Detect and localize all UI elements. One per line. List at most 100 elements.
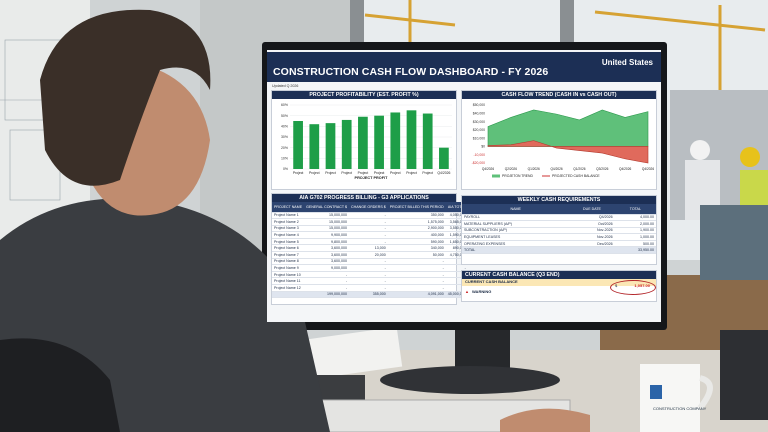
- table-cell: Project Name 10: [272, 271, 305, 279]
- table-cell: -: [387, 277, 446, 286]
- y-tick-label: 60%: [281, 103, 288, 107]
- table-cell: -: [349, 212, 388, 220]
- table-header-row: PROJECT NAME GENERAL CONTRACT $ CHANGE ORD…: [272, 202, 468, 213]
- y-tick-label: $30,000: [473, 120, 485, 124]
- table-cell: 2,900,000: [387, 225, 446, 233]
- x-tick-label: Project: [422, 171, 433, 175]
- table-cell: 1,590,000: [445, 231, 468, 239]
- y-tick-label: $50,000: [473, 103, 485, 107]
- y-tick-label: $10,000: [473, 136, 485, 140]
- table-cell: -: [349, 218, 388, 226]
- table-row: OPERATING EXPENSES Dec/2026 500.00: [462, 240, 656, 248]
- billing-title: AIA G702 PROGRESS BILLING - G3 APPLICATI…: [272, 194, 456, 202]
- table-cell: -: [387, 264, 446, 272]
- table-cell: 9,900,000: [304, 231, 350, 239]
- table-cell: Project Name 3: [272, 225, 305, 233]
- x-tick-label: Q4/2026: [619, 167, 631, 171]
- table-cell: -: [349, 225, 388, 233]
- table-cell: Project Name 11: [272, 277, 305, 286]
- legend-swatch: [492, 174, 500, 178]
- bar: [374, 115, 384, 169]
- x-tick-label: Project: [309, 171, 320, 175]
- dashboard-screen: CONSTRUCTION CASH FLOW DASHBOARD - FY 20…: [267, 50, 661, 322]
- table-header-row: NAME DUE DATE TOTAL: [462, 204, 656, 215]
- bar: [358, 116, 368, 169]
- y-tick-label: $40,000: [473, 111, 485, 115]
- x-tick-label: Q4/2026: [482, 167, 494, 171]
- table-row: Project Name 10----: [272, 271, 468, 279]
- table-cell: Oct/2026: [569, 220, 615, 228]
- table-cell: 13,000: [349, 244, 388, 253]
- column-header: CHANGE ORDERS $: [349, 202, 388, 213]
- table-cell: 4,000.00: [614, 214, 656, 222]
- y-tick-label: $0: [481, 145, 485, 149]
- table-cell: 3,565,000: [445, 218, 468, 226]
- x-axis-label: PROJECT PROFIT: [355, 176, 389, 180]
- table-cell: Nov-2026: [569, 227, 615, 235]
- table-cell: -: [387, 284, 446, 292]
- bar: [309, 124, 320, 169]
- total-cell: 355,000: [349, 291, 388, 299]
- balance-panel: CURRENT CASH BALANCE (Q3 END) CURRENT CA…: [461, 270, 657, 302]
- table-cell: Project Name 6: [272, 244, 305, 253]
- y-tick-label: 30%: [281, 135, 288, 139]
- table-cell: SUBCONTRACTION (A/P): [462, 227, 570, 235]
- y-tick-label: -$20,000: [472, 161, 485, 165]
- table-row: Project Name 2 15,000,000-1,575,000 3,565,…: [272, 218, 468, 226]
- series-area: [487, 140, 649, 164]
- billing-table: PROJECT NAME GENERAL CONTRACT $ CHANGE ORD…: [272, 202, 468, 299]
- table-cell: -: [304, 271, 350, 279]
- table-cell: 3,600,000: [304, 258, 350, 266]
- table-cell: -: [387, 258, 446, 266]
- legend-label: PROJETON TREND: [502, 174, 534, 178]
- table-row: EQUIPMENT LEASES Nov-2026 1,000.00: [462, 233, 656, 241]
- table-cell: 3,550,000: [445, 225, 468, 233]
- table-cell: Project Name 1: [272, 212, 305, 220]
- x-tick-label: Q1/2026: [528, 167, 540, 171]
- table-row: Project Name 1 15,000,000-350,000 4,050,00…: [272, 212, 468, 220]
- x-tick-label: Q2/2026: [505, 167, 517, 171]
- x-tick-label: Project: [341, 171, 352, 175]
- balance-highlight-circle: [610, 280, 656, 295]
- balance-label: CURRENT CASH BALANCE: [462, 279, 656, 286]
- table-cell: 1,650,000: [445, 238, 468, 246]
- total-label: TOTAL: [462, 246, 570, 255]
- column-header: TOTAL: [614, 204, 656, 215]
- dashboard-title: CONSTRUCTION CASH FLOW DASHBOARD - FY 20…: [273, 66, 549, 78]
- column-header: DUE DATE: [569, 204, 615, 215]
- x-tick-label: Project: [293, 171, 304, 175]
- table-row: Project Name 5 9,800,000-590,000 1,650,000: [272, 238, 468, 246]
- table-cell: PAYROLL: [462, 214, 570, 222]
- x-tick-label: Q1/2026: [573, 167, 585, 171]
- weekly-panel: WEEKLY CASH REQUIREMENTS NAME DUE DATE TOT…: [461, 195, 657, 265]
- table-cell: Project Name 7: [272, 251, 305, 259]
- x-tick-label: Q4/2026: [437, 171, 450, 175]
- weekly-table: NAME DUE DATE TOTAL PAYROLL Q4/2026 4,000.00 M…: [462, 204, 656, 255]
- table-cell: Project Name 12: [272, 284, 305, 292]
- file-tray: [720, 330, 768, 420]
- table-cell: 15,000,000: [304, 218, 350, 226]
- table-cell: OPERATING EXPENSES: [462, 240, 570, 248]
- table-cell: -: [349, 264, 388, 272]
- table-cell: Dec/2026: [569, 240, 615, 248]
- y-tick-label: 50%: [281, 114, 288, 118]
- table-row: Project Name 6 3,600,000 13,000 340,000 890,…: [272, 244, 468, 253]
- table-cell: 590,000: [387, 238, 446, 246]
- mug-logo-text: CONSTRUCTION COMPANY: [653, 406, 707, 411]
- total-value: 33,950.00: [614, 246, 656, 255]
- table-cell: 1,000.00: [614, 233, 656, 241]
- y-tick-label: $20,000: [473, 128, 485, 132]
- table-cell: 9,800,000: [304, 238, 350, 246]
- table-row: Project Name 3 15,000,000-2,900,000 3,550,…: [272, 225, 468, 233]
- table-cell: 50,000: [387, 251, 446, 259]
- table-cell: Project Name 5: [272, 238, 305, 246]
- weekly-title: WEEKLY CASH REQUIREMENTS: [462, 196, 656, 204]
- column-header: PROJECT NAME: [272, 202, 305, 213]
- billing-panel: AIA G702 PROGRESS BILLING - G3 APPLICATI…: [271, 193, 468, 305]
- bar: [325, 123, 336, 169]
- table-cell: Nov-2026: [569, 233, 615, 241]
- profitability-bar-chart: 0% 10% 20% 30% 40% 50% 60% Project Project Projec…: [281, 103, 452, 180]
- dashboard-header: CONSTRUCTION CASH FLOW DASHBOARD - FY 20…: [267, 52, 661, 82]
- x-tick-label: Project: [358, 171, 369, 175]
- table-cell: 15,000,000: [304, 225, 350, 233]
